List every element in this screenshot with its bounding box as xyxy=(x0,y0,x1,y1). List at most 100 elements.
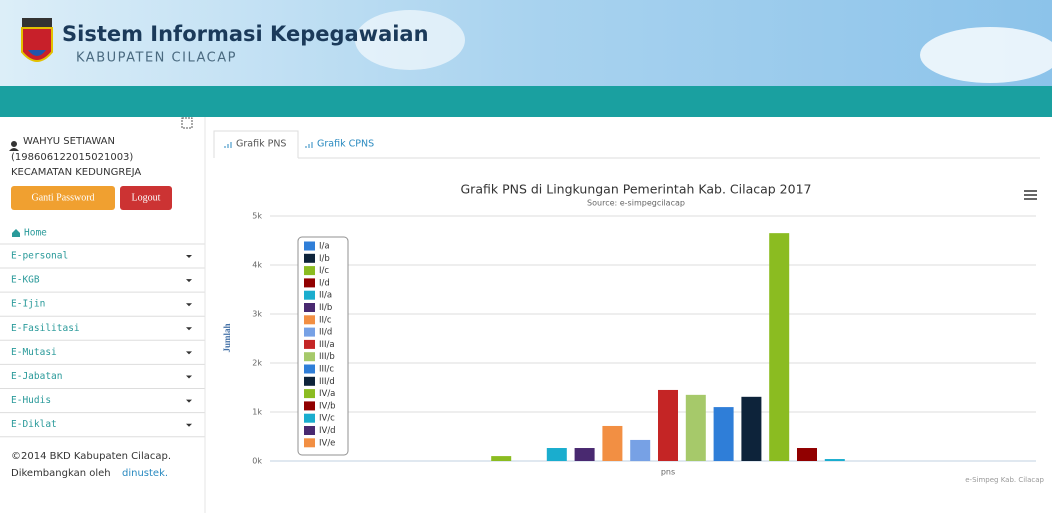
y-tick-label: 4k xyxy=(252,261,262,270)
credits: e-Simpeg Kab. Cilacap xyxy=(965,476,1044,484)
user-unit: KECAMATAN KEDUNGREJA xyxy=(11,167,141,178)
legend-swatch xyxy=(304,278,315,288)
legend-label[interactable]: II/a xyxy=(319,291,332,301)
cloud xyxy=(355,10,465,70)
button-bg[interactable] xyxy=(11,186,115,210)
dropdown-caret xyxy=(186,303,192,307)
bar xyxy=(797,448,817,461)
x-tick-label: pns xyxy=(661,468,675,477)
dropdown-caret xyxy=(186,255,192,258)
legend-label[interactable]: III/c xyxy=(319,365,334,375)
bar xyxy=(630,439,651,461)
home-icon xyxy=(12,229,20,237)
legend-swatch xyxy=(304,315,315,325)
y-tick-label: 5k xyxy=(252,212,262,221)
menu-item[interactable]: E-personal xyxy=(11,251,68,262)
bar xyxy=(658,389,678,461)
legend-swatch xyxy=(304,241,315,251)
user-name: WAHYU SETIAWAN xyxy=(23,136,115,147)
y-tick-label: 2k xyxy=(252,359,262,368)
legend-swatch xyxy=(304,253,315,263)
nav-bar xyxy=(0,86,1052,117)
menu-item[interactable]: E-Fasilitasi xyxy=(11,323,80,334)
bar xyxy=(741,396,762,461)
legend-swatch xyxy=(304,438,315,448)
chart-subtitle: Source: e-simpegcilacap xyxy=(587,199,685,208)
legend-label[interactable]: I/c xyxy=(319,266,329,276)
legend-swatch xyxy=(304,339,315,349)
y-axis-label: Jumlah xyxy=(222,323,232,352)
tabs: Grafik PNS Grafik CPNS xyxy=(213,130,1040,159)
button-logout[interactable]: Logout xyxy=(132,192,161,203)
grid-icon[interactable] xyxy=(181,117,193,129)
tab-icon xyxy=(305,142,313,148)
tab-pns[interactable]: Grafik PNS xyxy=(236,139,286,150)
dropdown-caret xyxy=(186,351,192,355)
menu-item[interactable]: E-KGB xyxy=(11,275,40,286)
legend-swatch xyxy=(304,426,315,435)
y-tick-label: 0k xyxy=(252,457,262,466)
bar xyxy=(574,448,595,461)
button-change-password[interactable]: Ganti Password xyxy=(31,192,94,203)
chart-menu-icon[interactable] xyxy=(1024,190,1037,200)
menu-item[interactable]: E-Diklat xyxy=(11,419,57,430)
dropdown-caret xyxy=(186,423,192,427)
legend-label[interactable]: III/a xyxy=(319,340,335,350)
dropdown-caret xyxy=(186,399,192,403)
chart: Grafik PNS di Lingkungan Pemerintah Kab.… xyxy=(222,182,1044,485)
site-subtitle: KABUPATEN CILACAP xyxy=(76,51,237,66)
logo xyxy=(21,18,53,62)
footer-prefix: Dikembangkan oleh xyxy=(11,468,111,479)
menu-item[interactable]: E-Jabatan xyxy=(11,371,62,382)
legend-swatch xyxy=(304,266,315,276)
menu-item[interactable]: E-Mutasi xyxy=(11,347,57,358)
legend-label[interactable]: IV/c xyxy=(319,414,335,424)
user-id: (198606122015021003) xyxy=(11,152,133,163)
bar xyxy=(769,233,790,461)
legend-label[interactable]: I/a xyxy=(319,242,330,252)
tab-active-bg xyxy=(213,130,299,158)
legend-swatch xyxy=(304,290,315,300)
bar xyxy=(685,394,706,461)
button-bg[interactable] xyxy=(120,186,172,210)
legend-label[interactable]: I/d xyxy=(319,278,330,288)
bar xyxy=(824,459,845,461)
legend-label[interactable]: III/b xyxy=(319,352,335,362)
bar xyxy=(546,448,567,461)
y-tick-label: 3k xyxy=(252,310,262,319)
bar xyxy=(491,456,512,461)
footer-link[interactable]: dinustek. xyxy=(122,468,168,479)
bar xyxy=(713,407,734,461)
user-icon xyxy=(9,141,19,151)
dropdown-caret xyxy=(186,375,192,379)
legend-label[interactable]: II/d xyxy=(319,328,332,338)
legend-swatch xyxy=(304,413,315,423)
menu-item[interactable]: E-Hudis xyxy=(11,395,51,406)
legend-swatch xyxy=(304,364,315,374)
legend-label[interactable]: I/b xyxy=(319,254,330,264)
menu-item[interactable]: E-Ijin xyxy=(11,299,45,310)
legend-swatch xyxy=(304,389,315,399)
legend-swatch xyxy=(304,376,315,386)
legend-swatch xyxy=(304,352,315,362)
legend-label[interactable]: II/c xyxy=(319,315,332,325)
legend-label[interactable]: IV/d xyxy=(319,426,336,436)
legend-label[interactable]: IV/b xyxy=(319,401,336,411)
bar xyxy=(602,425,623,461)
y-tick-label: 1k xyxy=(252,408,262,417)
dropdown-caret xyxy=(186,327,192,331)
legend-label[interactable]: II/b xyxy=(319,303,332,313)
sidebar: WAHYU SETIAWAN (198606122015021003) KECA… xyxy=(0,117,205,479)
cloud xyxy=(920,27,1052,83)
legend-label[interactable]: IV/e xyxy=(319,438,335,448)
legend-label[interactable]: IV/a xyxy=(319,389,335,399)
header-bg xyxy=(0,0,1052,86)
legend-swatch xyxy=(304,303,315,312)
tab-cpns[interactable]: Grafik CPNS xyxy=(317,139,374,150)
menu-home[interactable]: Home xyxy=(24,228,47,239)
legend-swatch xyxy=(304,401,315,411)
legend-label[interactable]: III/d xyxy=(319,377,335,387)
footer-line: ©2014 BKD Kabupaten Cilacap. xyxy=(11,451,171,462)
site-title: Sistem Informasi Kepegawaian xyxy=(62,22,429,46)
